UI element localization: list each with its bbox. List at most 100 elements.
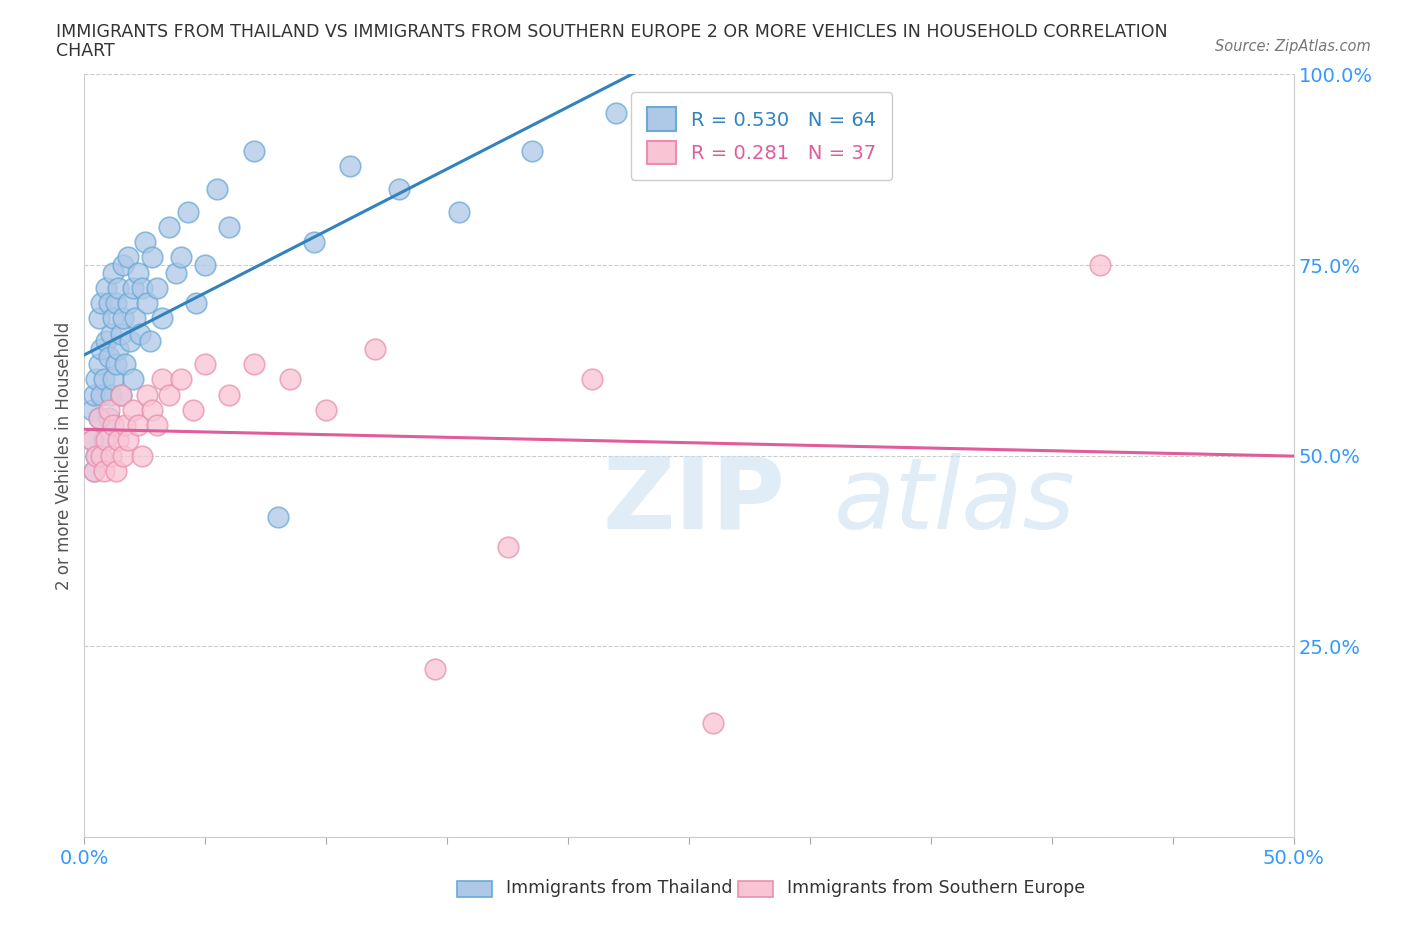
- Point: [87, 357, 110, 372]
- Point: [100, 387, 122, 402]
- Point: [363, 341, 385, 356]
- Point: [141, 403, 163, 418]
- Point: [242, 357, 264, 372]
- Point: [423, 662, 446, 677]
- Point: [104, 296, 127, 311]
- Point: [150, 372, 173, 387]
- Point: [114, 418, 136, 432]
- Point: [107, 433, 129, 448]
- Point: [86, 448, 108, 463]
- Point: [131, 448, 153, 463]
- Point: [242, 143, 264, 158]
- Point: [388, 181, 411, 196]
- Point: [170, 250, 193, 265]
- Point: [80, 433, 103, 448]
- Point: [86, 372, 108, 387]
- Point: [97, 296, 120, 311]
- Point: [170, 372, 193, 387]
- Point: [112, 448, 135, 463]
- Point: [110, 387, 132, 402]
- Point: [136, 387, 159, 402]
- Point: [207, 181, 229, 196]
- Legend: R = 0.530   N = 64, R = 0.281   N = 37: R = 0.530 N = 64, R = 0.281 N = 37: [631, 92, 891, 180]
- Point: [87, 410, 110, 425]
- Point: [127, 265, 149, 280]
- Point: [184, 296, 207, 311]
- Point: [138, 334, 160, 349]
- Point: [100, 448, 122, 463]
- Point: [278, 372, 301, 387]
- Point: [194, 258, 217, 272]
- Point: [141, 250, 163, 265]
- Point: [94, 334, 117, 349]
- Point: [146, 418, 169, 432]
- Point: [93, 433, 115, 448]
- Point: [121, 372, 143, 387]
- Point: [83, 387, 105, 402]
- Text: Source: ZipAtlas.com: Source: ZipAtlas.com: [1215, 39, 1371, 54]
- Point: [339, 158, 361, 173]
- Point: [83, 463, 105, 478]
- Point: [90, 296, 112, 311]
- Point: [90, 341, 112, 356]
- Text: Immigrants from Thailand: Immigrants from Thailand: [506, 879, 733, 897]
- Point: [1088, 258, 1111, 272]
- Point: [87, 410, 110, 425]
- Point: [83, 463, 105, 478]
- Point: [112, 311, 135, 325]
- Point: [146, 281, 169, 296]
- Point: [100, 326, 122, 341]
- Point: [117, 296, 139, 311]
- Point: [218, 387, 240, 402]
- Point: [94, 433, 117, 448]
- Point: [127, 418, 149, 432]
- Point: [97, 403, 120, 418]
- Point: [93, 372, 115, 387]
- Point: [194, 357, 217, 372]
- Point: [90, 387, 112, 402]
- Point: [110, 326, 132, 341]
- Point: [117, 433, 139, 448]
- Point: [302, 234, 325, 249]
- Point: [103, 265, 125, 280]
- Point: [150, 311, 173, 325]
- Point: [90, 448, 112, 463]
- Point: [267, 510, 290, 525]
- Point: [449, 205, 471, 219]
- Point: [315, 403, 337, 418]
- Point: [107, 341, 129, 356]
- Point: [86, 448, 108, 463]
- Point: [80, 433, 103, 448]
- Text: IMMIGRANTS FROM THAILAND VS IMMIGRANTS FROM SOUTHERN EUROPE 2 OR MORE VEHICLES I: IMMIGRANTS FROM THAILAND VS IMMIGRANTS F…: [56, 23, 1168, 41]
- Text: ZIP: ZIP: [603, 453, 786, 550]
- Text: Immigrants from Southern Europe: Immigrants from Southern Europe: [787, 879, 1085, 897]
- Point: [120, 334, 142, 349]
- Point: [114, 357, 136, 372]
- Point: [110, 387, 132, 402]
- Point: [136, 296, 159, 311]
- Point: [520, 143, 543, 158]
- Point: [112, 258, 135, 272]
- Point: [107, 281, 129, 296]
- Point: [177, 205, 200, 219]
- Point: [93, 463, 115, 478]
- Y-axis label: 2 or more Vehicles in Household: 2 or more Vehicles in Household: [55, 322, 73, 590]
- Point: [117, 250, 139, 265]
- Point: [605, 105, 627, 120]
- Point: [97, 410, 120, 425]
- Point: [94, 281, 117, 296]
- Point: [218, 219, 240, 234]
- Text: CHART: CHART: [56, 42, 115, 60]
- Point: [581, 372, 603, 387]
- Point: [80, 403, 103, 418]
- Point: [121, 281, 143, 296]
- Point: [104, 357, 127, 372]
- Point: [104, 463, 127, 478]
- Point: [97, 349, 120, 364]
- Point: [157, 219, 180, 234]
- Point: [121, 403, 143, 418]
- Point: [702, 715, 724, 730]
- Point: [131, 281, 153, 296]
- Text: atlas: atlas: [834, 453, 1076, 550]
- Point: [129, 326, 152, 341]
